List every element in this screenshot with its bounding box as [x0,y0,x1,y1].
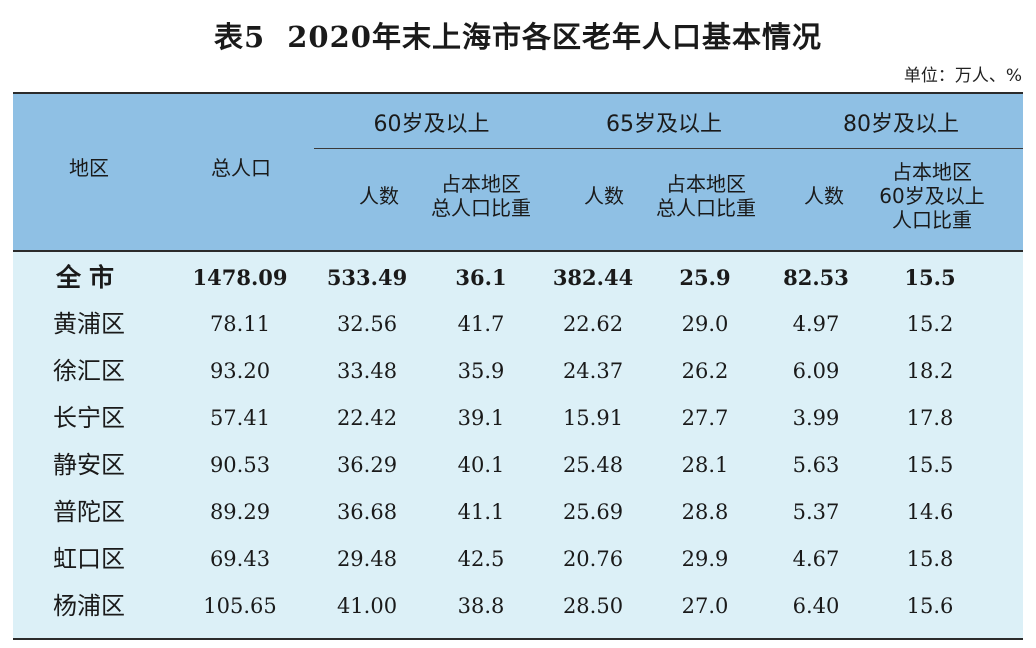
table-row: 长宁区 57.41 22.42 39.1 15.91 27.7 3.99 17.… [13,395,1023,442]
cell-share-60: 41.7 [457,312,505,336]
cell-share-80: 15.2 [906,312,954,336]
cell-share-65: 29.9 [681,547,729,571]
cell-count-60: 29.48 [336,547,398,571]
cell-count-60: 32.56 [336,312,398,336]
cell-share-80: 18.2 [906,359,954,383]
cell-count-60: 36.29 [336,453,398,477]
header-share-60: 占本地区 总人口比重 [419,172,543,220]
cell-count-65: 28.50 [562,594,624,618]
cell-count-80: 6.40 [792,594,840,618]
header-share-80: 占本地区 60岁及以上 人口比重 [861,160,1003,232]
cell-count-80: 4.67 [792,547,840,571]
cell-count-65: 382.44 [552,265,634,290]
cell-region: 虹口区 [53,545,125,573]
header-share-60-line2: 总人口比重 [431,196,531,220]
cell-count-65: 15.91 [562,406,624,430]
cell-count-80: 3.99 [792,406,840,430]
table-title-text: 2020年末上海市各区老年人口基本情况 [287,20,822,54]
header-share-65: 占本地区 总人口比重 [644,172,768,220]
cell-share-60: 35.9 [457,359,505,383]
cell-region: 普陀区 [53,498,125,526]
header-share-80-line3: 人口比重 [892,208,972,232]
cell-count-65: 22.62 [562,312,624,336]
cell-count-65: 24.37 [562,359,624,383]
cell-share-60: 38.8 [457,594,505,618]
header-total-population: 总人口 [211,156,271,180]
table-row: 普陀区 89.29 36.68 41.1 25.69 28.8 5.37 14.… [13,489,1023,536]
table-row: 杨浦区 105.65 41.00 38.8 28.50 27.0 6.40 15… [13,583,1023,630]
header-divider [314,148,1023,149]
header-count-65: 人数 [584,184,624,208]
header-count-60: 人数 [359,184,399,208]
cell-region: 全市 [55,263,122,292]
cell-count-80: 4.97 [792,312,840,336]
table-title: 表5 2020年末上海市各区老年人口基本情况 [0,14,1036,56]
cell-total-population: 57.41 [209,406,271,430]
header-share-60-line1: 占本地区 [441,172,521,196]
header-share-65-line2: 总人口比重 [656,196,756,220]
cell-region: 杨浦区 [53,592,125,620]
cell-share-80: 14.6 [906,500,954,524]
cell-share-65: 29.0 [681,312,729,336]
header-group-80plus: 80岁及以上 [843,112,959,137]
data-table: 地区 总人口 60岁及以上 65岁及以上 80岁及以上 人数 占本地区 总人口比… [13,92,1023,640]
cell-count-80: 5.63 [792,453,840,477]
table-number: 表5 [214,20,266,54]
cell-region: 静安区 [53,451,125,479]
header-share-65-line1: 占本地区 [666,172,746,196]
cell-total-population: 69.43 [209,547,271,571]
cell-share-60: 42.5 [457,547,505,571]
cell-count-60: 33.48 [336,359,398,383]
header-region: 地区 [69,156,109,180]
cell-share-65: 27.7 [681,406,729,430]
cell-region: 黄浦区 [53,310,125,338]
cell-count-80: 6.09 [792,359,840,383]
cell-count-65: 20.76 [562,547,624,571]
cell-share-65: 26.2 [681,359,729,383]
cell-total-population: 1478.09 [192,265,288,290]
cell-share-65: 25.9 [679,265,731,290]
cell-count-65: 25.69 [562,500,624,524]
table-row: 静安区 90.53 36.29 40.1 25.48 28.1 5.63 15.… [13,442,1023,489]
table-row-total: 全市 1478.09 533.49 36.1 382.44 25.9 82.53… [13,254,1023,301]
header-share-80-line2: 60岁及以上 [879,184,985,208]
cell-total-population: 90.53 [209,453,271,477]
table-row: 虹口区 69.43 29.48 42.5 20.76 29.9 4.67 15.… [13,536,1023,583]
cell-share-80: 15.6 [906,594,954,618]
cell-total-population: 93.20 [209,359,271,383]
cell-share-60: 41.1 [457,500,505,524]
cell-total-population: 78.11 [209,312,271,336]
cell-share-60: 36.1 [455,265,507,290]
table-header: 地区 总人口 60岁及以上 65岁及以上 80岁及以上 人数 占本地区 总人口比… [13,94,1023,252]
cell-count-80: 5.37 [792,500,840,524]
cell-count-80: 82.53 [783,265,849,290]
cell-count-65: 25.48 [562,453,624,477]
header-share-80-line1: 占本地区 [892,160,972,184]
cell-share-80: 15.5 [904,265,956,290]
header-group-60plus: 60岁及以上 [373,112,490,137]
cell-region: 长宁区 [53,404,125,432]
table-row: 徐汇区 93.20 33.48 35.9 24.37 26.2 6.09 18.… [13,348,1023,395]
unit-note: 单位：万人、% [903,66,1022,86]
cell-share-80: 15.8 [906,547,954,571]
cell-count-60: 533.49 [326,265,408,290]
cell-share-65: 27.0 [681,594,729,618]
cell-share-65: 28.8 [681,500,729,524]
cell-share-60: 40.1 [457,453,505,477]
cell-total-population: 105.65 [203,594,277,618]
cell-share-60: 39.1 [457,406,505,430]
cell-total-population: 89.29 [209,500,271,524]
table-row: 黄浦区 78.11 32.56 41.7 22.62 29.0 4.97 15.… [13,301,1023,348]
cell-share-65: 28.1 [681,453,729,477]
cell-count-60: 22.42 [336,406,398,430]
cell-share-80: 15.5 [906,453,954,477]
cell-share-80: 17.8 [906,406,954,430]
cell-count-60: 36.68 [336,500,398,524]
header-count-80: 人数 [804,184,844,208]
header-group-65plus: 65岁及以上 [606,112,722,137]
cell-count-60: 41.00 [336,594,398,618]
cell-region: 徐汇区 [53,357,125,385]
